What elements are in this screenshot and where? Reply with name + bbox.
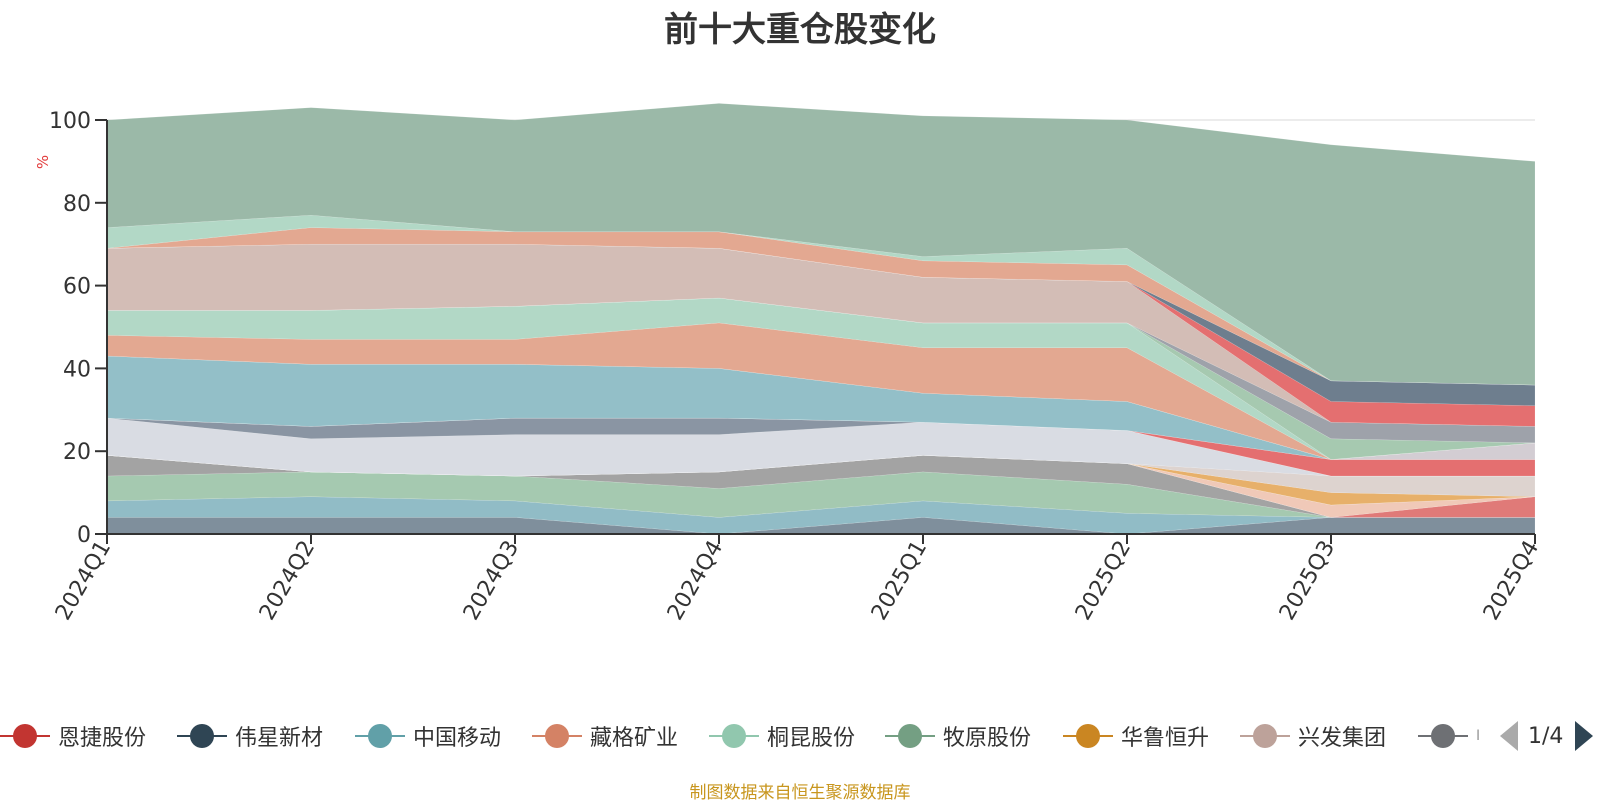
x-tick-label: 2025Q4 [1479, 537, 1544, 625]
legend-item[interactable]: I [1418, 718, 1480, 754]
x-tick-label: 2025Q1 [867, 537, 932, 625]
legend-marker-icon [1240, 724, 1290, 748]
area-series-8[interactable] [106, 455, 1536, 497]
legend-label: 恩捷股份 [58, 726, 147, 751]
legend-label: 伟星新材 [235, 726, 324, 751]
legend-label: 桐昆股份 [767, 726, 856, 751]
legend-marker-icon [1063, 724, 1113, 748]
x-tick-label: 2024Q2 [255, 537, 320, 625]
x-tick-label: 2024Q1 [51, 537, 116, 625]
legend-item[interactable]: 华鲁恒升 [1063, 718, 1209, 754]
x-tick-label: 2024Q3 [459, 537, 524, 625]
area-series-group [106, 103, 1536, 535]
area-恩捷股份[interactable] [106, 455, 1536, 518]
legend-label: I [1476, 728, 1481, 744]
legend-marker-icon [885, 724, 935, 748]
y-tick-label: 20 [63, 440, 91, 465]
legend-page-indicator: 1/4 [1528, 723, 1564, 749]
legend-item[interactable]: 牧原股份 [885, 718, 1031, 754]
chart-title: 前十大重仓股变化 [664, 10, 936, 50]
legend-item[interactable]: 兴发集团 [1240, 718, 1386, 754]
legend-pager: 1/4 [1500, 718, 1594, 754]
area-牧原股份[interactable] [106, 103, 1536, 386]
legend-item[interactable]: 藏格矿业 [532, 718, 678, 754]
legend-marker-icon [355, 724, 405, 748]
legend-prev-page-icon[interactable] [1500, 721, 1518, 751]
y-tick-label: 60 [63, 275, 91, 300]
y-axis-label: % [34, 155, 52, 169]
legend-marker-icon [177, 724, 227, 748]
x-tick-label: 2024Q4 [663, 537, 728, 625]
y-tick-label: 0 [77, 523, 91, 548]
y-tick-label: 40 [63, 357, 91, 382]
y-tick-label: 100 [49, 109, 91, 134]
legend-label: 兴发集团 [1298, 726, 1387, 751]
y-tick-label: 80 [63, 192, 91, 217]
legend-marker-icon [1418, 724, 1468, 748]
legend-next-page-icon[interactable] [1575, 721, 1594, 751]
legend: 恩捷股份 伟星新材 中国移动 藏格矿业 桐昆股份 牧原股份 华鲁恒升 兴发集团 I [0, 718, 1600, 754]
legend-label: 华鲁恒升 [1121, 726, 1210, 751]
legend-item[interactable]: 伟星新材 [177, 718, 323, 754]
source-note: 制图数据来自恒生聚源数据库 [689, 783, 911, 803]
legend-marker-icon [0, 724, 50, 748]
legend-item[interactable]: 桐昆股份 [709, 718, 855, 754]
legend-marker-icon [532, 724, 582, 748]
legend-item[interactable]: 恩捷股份 [0, 718, 146, 754]
x-tick-label: 2025Q3 [1275, 537, 1340, 625]
legend-label: 牧原股份 [943, 726, 1032, 751]
area-series-14[interactable] [106, 355, 1536, 460]
x-tick-label: 2025Q2 [1071, 537, 1136, 625]
legend-label: 中国移动 [413, 726, 502, 751]
legend-label: 藏格矿业 [590, 726, 679, 751]
legend-marker-icon [709, 724, 759, 748]
legend-item[interactable]: 中国移动 [355, 718, 501, 754]
